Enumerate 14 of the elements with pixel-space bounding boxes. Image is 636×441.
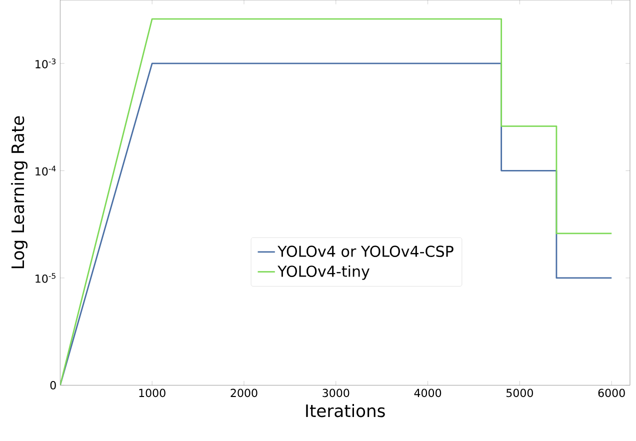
- y-tick-label: 10$^{-4}$: [36, 166, 56, 176]
- x-tick-label: 4000: [414, 388, 442, 397]
- x-tick-label: 2000: [230, 388, 258, 397]
- y-tick-label: 0: [50, 380, 56, 390]
- x-tick-label: 1000: [139, 388, 166, 397]
- x-axis-title: Iterations: [306, 404, 385, 418]
- y-tick-label: 10$^{-3}$: [36, 58, 56, 68]
- x-tick-label: 3000: [322, 388, 350, 397]
- y-axis-title: Log Learning Rate: [11, 116, 28, 268]
- x-tick-label: 5000: [506, 388, 533, 397]
- x-tick-label: 6000: [598, 388, 625, 397]
- legend-label: YOLOv4 or YOLOv4-CSP: [278, 245, 454, 257]
- y-tick-label: 10$^{-5}$: [36, 272, 56, 283]
- legend-label: YOLOv4-tiny: [278, 265, 370, 280]
